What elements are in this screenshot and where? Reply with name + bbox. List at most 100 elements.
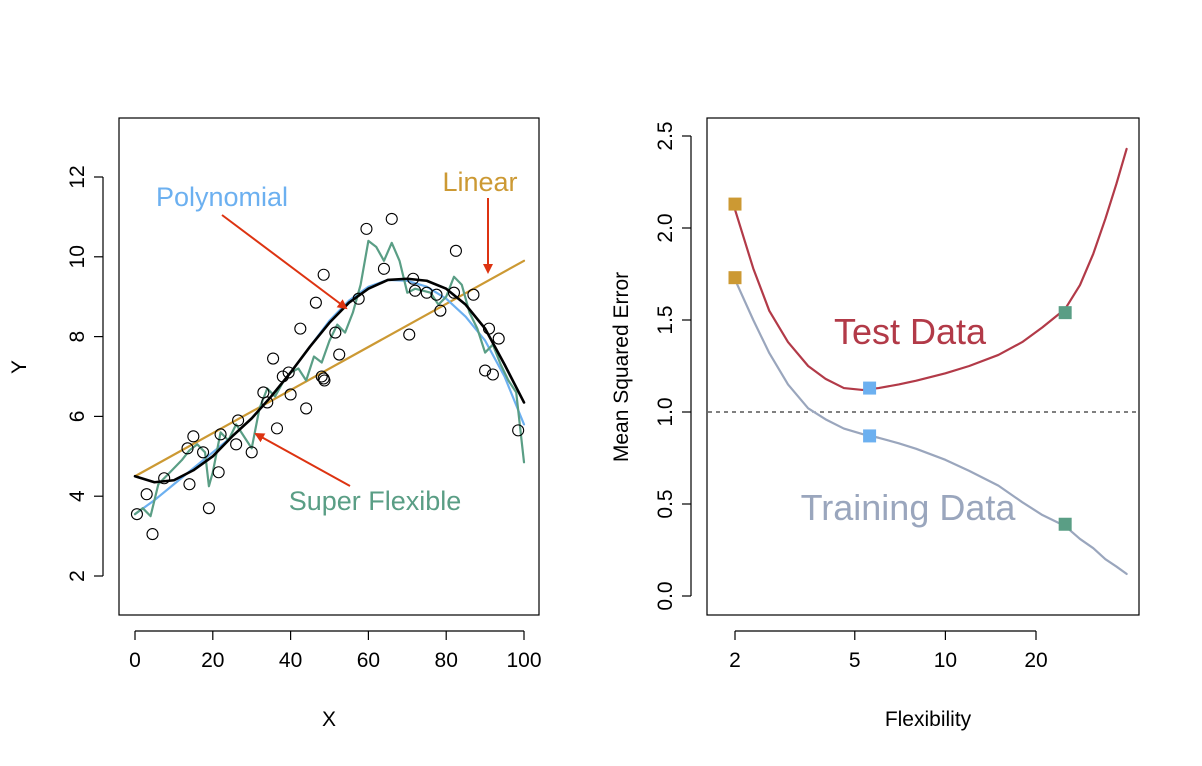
right-y-tick-label: 0.5 bbox=[654, 489, 677, 518]
left-axes: 0 20 40 60 80 100 2 4 6 8 10 12 bbox=[66, 165, 542, 672]
right-axes: 2 5 10 20 0.0 0.5 1.0 1.5 2.0 2.5 bbox=[654, 121, 1048, 672]
scatter-point bbox=[270, 422, 284, 435]
scatter-point bbox=[214, 428, 227, 441]
square-marker bbox=[1058, 517, 1072, 531]
scatter-point bbox=[333, 348, 346, 361]
scatter-point bbox=[317, 268, 330, 281]
annotation-test-data: Test Data bbox=[834, 311, 987, 352]
scatter-point bbox=[187, 430, 200, 443]
scatter-point bbox=[309, 296, 322, 309]
right-plot-frame bbox=[706, 117, 1140, 616]
left-y-tick-label: 4 bbox=[66, 490, 89, 502]
right-markers bbox=[728, 197, 1072, 531]
left-scatter-panel: 0 20 40 60 80 100 2 4 6 8 10 12 X Y Linear Polynomi… bbox=[8, 117, 542, 731]
scatter-point bbox=[300, 402, 313, 415]
left-x-tick-label: 40 bbox=[279, 649, 302, 672]
arrow-super-flexible bbox=[254, 433, 351, 487]
scatter-point bbox=[130, 508, 143, 521]
left-x-axis-title: X bbox=[322, 708, 336, 731]
scatter-point bbox=[183, 478, 196, 491]
scatter-point bbox=[181, 442, 194, 455]
scatter-point bbox=[360, 222, 373, 235]
right-y-axis-title: Mean Squared Error bbox=[610, 272, 633, 462]
square-marker bbox=[728, 271, 742, 285]
left-x-tick-label: 100 bbox=[506, 649, 541, 672]
scatter-point bbox=[447, 286, 461, 299]
scatter-point bbox=[512, 424, 525, 437]
scatter-point bbox=[318, 374, 331, 387]
scatter-point bbox=[385, 212, 398, 225]
scatter-point bbox=[267, 352, 280, 365]
series-linear bbox=[133, 259, 526, 478]
square-marker bbox=[728, 197, 742, 211]
scatter-point bbox=[202, 502, 215, 515]
scatter-point bbox=[377, 262, 391, 275]
left-x-tick-label: 20 bbox=[201, 649, 224, 672]
right-x-tick-label: 10 bbox=[934, 649, 957, 672]
right-y-tick-label: 1.5 bbox=[654, 305, 677, 334]
left-y-axis-title: Y bbox=[8, 360, 31, 374]
scatter-point bbox=[230, 438, 243, 451]
square-marker bbox=[1058, 306, 1072, 320]
left-plot-frame bbox=[118, 117, 540, 616]
right-x-tick-label: 20 bbox=[1024, 649, 1047, 672]
scatter-point bbox=[486, 368, 499, 381]
left-x-tick-label: 80 bbox=[435, 649, 458, 672]
annotation-training-data: Training Data bbox=[801, 487, 1017, 528]
scatter-point bbox=[420, 286, 433, 299]
scatter-point bbox=[449, 244, 462, 257]
series-test-data bbox=[733, 147, 1128, 392]
scatter-point bbox=[434, 304, 447, 317]
annotation-linear: Linear bbox=[442, 167, 517, 197]
right-series bbox=[708, 147, 1138, 576]
annotation-super-flexible: Super Flexible bbox=[289, 486, 462, 516]
annotation-polynomial: Polynomial bbox=[156, 182, 288, 212]
scatter-point bbox=[329, 326, 342, 339]
scatter-point bbox=[146, 528, 159, 541]
series-training-data bbox=[733, 278, 1128, 576]
right-y-tick-label: 2.5 bbox=[654, 121, 677, 150]
scatter-point bbox=[403, 328, 416, 341]
right-y-tick-label: 1.0 bbox=[654, 397, 677, 426]
scatter-point bbox=[284, 388, 297, 401]
right-y-tick-label: 2.0 bbox=[654, 213, 677, 242]
scatter-point bbox=[197, 446, 210, 459]
scatter-point bbox=[212, 466, 225, 479]
scatter-point bbox=[140, 488, 153, 501]
scatter-point bbox=[409, 284, 422, 297]
scatter-point bbox=[407, 272, 420, 285]
right-x-axis-title: Flexibility bbox=[885, 708, 972, 731]
left-x-tick-label: 60 bbox=[357, 649, 380, 672]
scatter-point bbox=[479, 364, 492, 377]
scatter-point bbox=[261, 396, 274, 409]
scatter-point bbox=[315, 370, 328, 383]
left-x-tick-label: 0 bbox=[129, 649, 141, 672]
series-super-flexible bbox=[133, 239, 526, 518]
scatter-point bbox=[482, 322, 496, 335]
right-x-tick-label: 5 bbox=[849, 649, 861, 672]
square-marker bbox=[863, 429, 877, 443]
arrow-polynomial bbox=[221, 214, 348, 310]
square-marker bbox=[863, 381, 877, 395]
series-polynomial bbox=[133, 278, 526, 516]
scatter-point bbox=[282, 366, 295, 379]
right-mse-panel: 2 5 10 20 0.0 0.5 1.0 1.5 2.0 2.5 Flexibility Mea… bbox=[610, 117, 1140, 731]
scatter-point bbox=[492, 332, 505, 345]
scatter-point bbox=[232, 414, 245, 427]
left-y-tick-label: 6 bbox=[66, 411, 89, 423]
left-series bbox=[133, 239, 526, 518]
scatter-point bbox=[467, 288, 480, 301]
left-y-tick-label: 10 bbox=[66, 245, 89, 268]
scatter-point bbox=[352, 292, 365, 305]
right-y-tick-label: 0.0 bbox=[654, 581, 677, 610]
left-y-tick-label: 2 bbox=[66, 570, 89, 582]
scatter-point bbox=[245, 446, 258, 459]
series-true-f bbox=[133, 277, 526, 484]
scatter-point bbox=[430, 288, 443, 301]
right-x-tick-label: 2 bbox=[729, 649, 741, 672]
scatter-point bbox=[294, 322, 307, 335]
left-points bbox=[130, 212, 525, 541]
left-y-tick-label: 12 bbox=[66, 165, 89, 188]
scatter-point bbox=[158, 472, 171, 485]
